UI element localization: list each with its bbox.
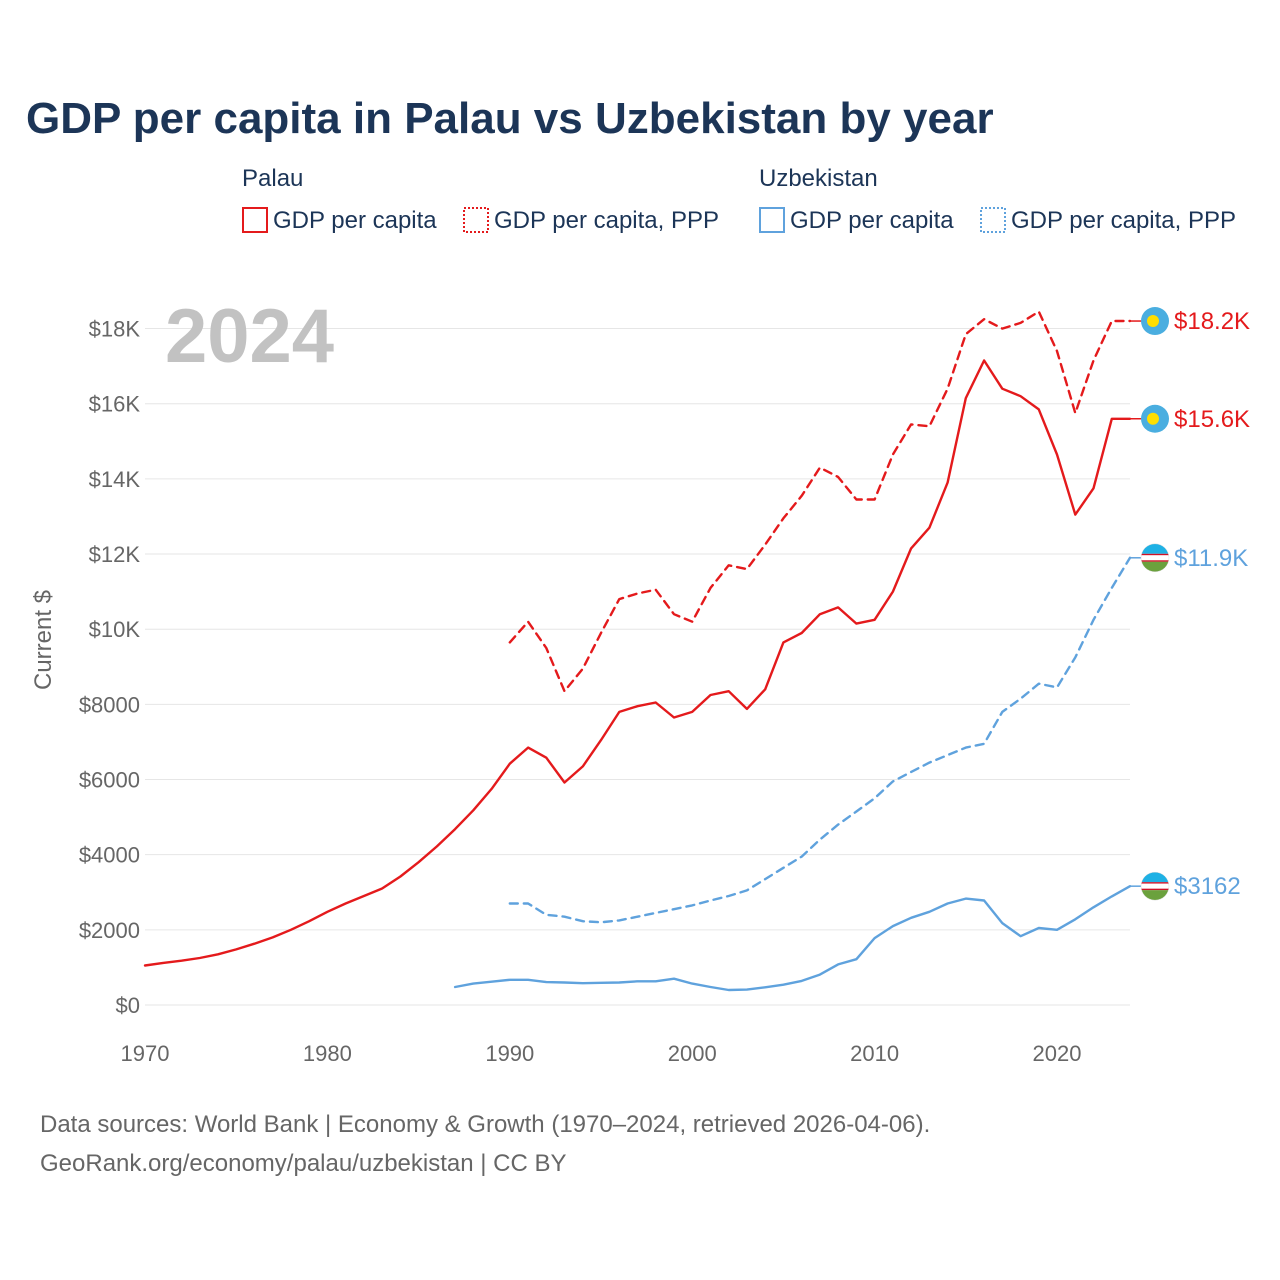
chart-title: GDP per capita in Palau vs Uzbekistan by… <box>26 94 994 143</box>
x-tick-label: 2000 <box>668 1041 717 1066</box>
y-axis-label: Current $ <box>30 590 57 690</box>
legend: Palau GDP per capita GDP per capita, PPP… <box>242 165 1236 234</box>
legend-label-uzbekistan-gdp[interactable]: GDP per capita <box>790 207 954 234</box>
legend-swatch-palau-gdp[interactable] <box>242 207 268 233</box>
x-tick-label: 2010 <box>850 1041 899 1066</box>
x-tick-label: 1990 <box>485 1041 534 1066</box>
legend-swatch-uzbekistan-ppp[interactable] <box>980 207 1006 233</box>
x-axis-ticks: 1970 1980 1990 2000 2010 2020 <box>121 1041 1082 1066</box>
legend-swatch-palau-ppp[interactable] <box>463 207 489 233</box>
series-lines <box>143 310 1132 992</box>
series-line-uzbekistan-gdp-per-capita[interactable] <box>453 885 1132 992</box>
legend-label-palau-ppp[interactable]: GDP per capita, PPP <box>494 207 719 234</box>
palau-flag-icon <box>1141 404 1169 433</box>
y-tick-label: $10K <box>89 617 141 642</box>
y-tick-label: $0 <box>116 993 140 1018</box>
uzbekistan-flag-icon <box>1140 543 1170 573</box>
end-value-label: $3162 <box>1174 873 1241 900</box>
uzbekistan-flag-icon <box>1140 871 1170 901</box>
end-value-label: $18.2K <box>1174 308 1250 335</box>
gridlines <box>145 328 1130 1006</box>
x-tick-label: 2020 <box>1033 1041 1082 1066</box>
y-tick-label: $14K <box>89 467 141 492</box>
y-tick-label: $8000 <box>79 692 140 717</box>
series-line-palau-gdp-per-capita-ppp[interactable] <box>508 310 1132 693</box>
series-line-uzbekistan-gdp-per-capita-ppp[interactable] <box>508 556 1132 924</box>
end-value-label: $15.6K <box>1174 406 1250 433</box>
legend-swatch-uzbekistan-gdp[interactable] <box>759 207 785 233</box>
y-tick-label: $6000 <box>79 768 140 793</box>
source-note: Data sources: World Bank | Economy & Gro… <box>40 1111 930 1138</box>
year-watermark: 2024 <box>165 294 334 379</box>
palau-flag-icon <box>1141 307 1169 336</box>
y-tick-label: $4000 <box>79 843 140 868</box>
end-markers: $18.2K $15.6K $11.9K $3162 <box>1130 307 1250 901</box>
y-tick-label: $2000 <box>79 918 140 943</box>
y-tick-label: $18K <box>89 317 141 342</box>
series-line-palau-gdp-per-capita[interactable] <box>143 359 1132 967</box>
x-tick-label: 1980 <box>303 1041 352 1066</box>
y-tick-label: $12K <box>89 542 141 567</box>
y-tick-label: $16K <box>89 392 141 417</box>
end-value-label: $11.9K <box>1174 545 1248 572</box>
legend-group-palau: Palau <box>242 165 303 192</box>
legend-label-palau-gdp[interactable]: GDP per capita <box>273 207 437 234</box>
y-axis-ticks: $0 $2000 $4000 $6000 $8000 $10K $12K $14K $16K $1… <box>79 317 141 1018</box>
legend-label-uzbekistan-ppp[interactable]: GDP per capita, PPP <box>1011 207 1236 234</box>
x-tick-label: 1970 <box>121 1041 170 1066</box>
source-url[interactable]: GeoRank.org/economy/palau/uzbekistan | C… <box>40 1150 567 1177</box>
legend-group-uzbekistan: Uzbekistan <box>759 165 878 192</box>
